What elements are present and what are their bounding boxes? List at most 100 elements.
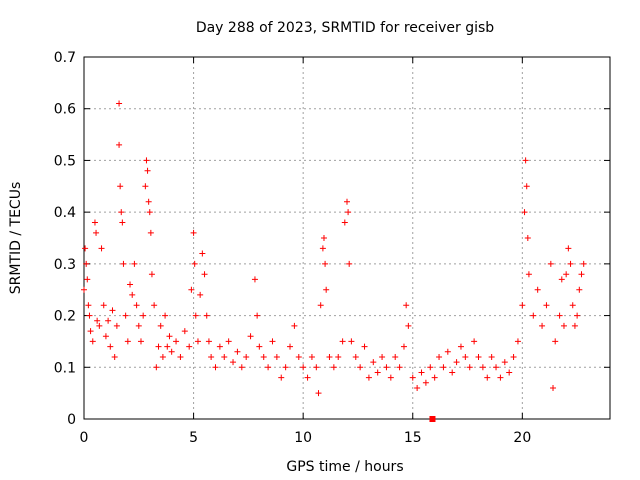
data-point [122,312,129,319]
data-point [558,276,565,283]
data-point [145,198,152,205]
data-point [199,250,206,257]
data-point [137,338,144,345]
data-point [444,348,451,355]
data-point [319,245,326,252]
data-point [216,343,223,350]
data-point [166,333,173,340]
data-point [168,348,175,355]
data-point [576,286,583,293]
data-point [127,281,134,288]
data-point [247,333,254,340]
data-point [118,209,125,216]
data-point [186,343,193,350]
data-points [81,100,587,422]
data-point [471,338,478,345]
data-point [208,353,215,360]
data-point [493,364,500,371]
data-point [313,364,320,371]
data-point [580,260,587,267]
data-point [291,322,298,329]
data-point [191,260,198,267]
data-point [254,312,261,319]
data-point [140,312,147,319]
y-tick-label: 0.6 [54,102,76,118]
data-point [344,198,350,205]
data-point [102,333,109,340]
data-point [475,353,482,360]
data-point [157,322,164,329]
data-point [91,219,98,226]
data-point [335,353,342,360]
data-point [550,384,557,391]
data-point [113,322,120,329]
data-point [192,312,199,319]
data-point [100,302,107,309]
data-point [348,338,355,345]
data-point [83,260,90,267]
data-point [453,359,460,366]
data-point [563,271,570,278]
data-point [230,359,237,366]
data-point [129,291,136,298]
data-point [370,359,377,366]
data-point [322,260,329,267]
data-point [414,384,421,391]
data-point [162,312,169,319]
data-point [105,317,112,324]
data-point [269,338,276,345]
data-point [534,286,541,293]
data-point [320,235,327,241]
data-point [379,353,386,360]
data-point [510,353,517,360]
data-point [287,343,294,350]
data-point [524,235,531,241]
plot-frame [83,56,611,420]
data-point [479,364,486,371]
data-point [497,374,504,381]
data-point [560,322,567,329]
data-point [256,343,263,350]
x-tick-label: 0 [80,430,89,446]
data-point [405,322,412,329]
data-point [578,271,585,278]
data-point [304,374,311,381]
y-tick-label: 0.7 [54,50,76,66]
y-tick-label: 0.4 [54,205,76,221]
data-point [278,374,285,381]
data-point [107,343,114,350]
data-point [295,353,302,360]
x-axis-label: GPS time / hours [286,459,403,475]
x-axis-ticks: 0 5 10 15 20 [80,57,531,446]
data-point [449,369,456,376]
data-point [300,364,307,371]
data-point [221,353,228,360]
data-point [315,390,322,397]
data-point [251,276,258,283]
data-point [501,359,508,366]
data-point [89,338,96,345]
data-point [346,260,353,267]
data-point [111,353,118,360]
data-point [514,338,521,345]
data-point [552,338,559,345]
data-point [273,353,280,360]
data-point [164,343,171,350]
data-point [567,260,574,267]
data-point [146,209,153,216]
data-point [119,219,126,226]
data-point [427,364,434,371]
data-point [539,322,546,329]
data-point [148,271,155,278]
data-point [308,353,315,360]
data-point [519,302,526,309]
y-axis-label: SRMTID / TECUs [8,182,24,295]
data-point [190,229,197,236]
y-tick-label: 0.5 [54,153,76,169]
data-point [131,260,138,267]
data-point [181,328,188,335]
data-point [387,374,394,381]
x-tick-label: 5 [189,430,198,446]
x-tick-label: 15 [404,430,422,446]
data-point [409,374,416,381]
